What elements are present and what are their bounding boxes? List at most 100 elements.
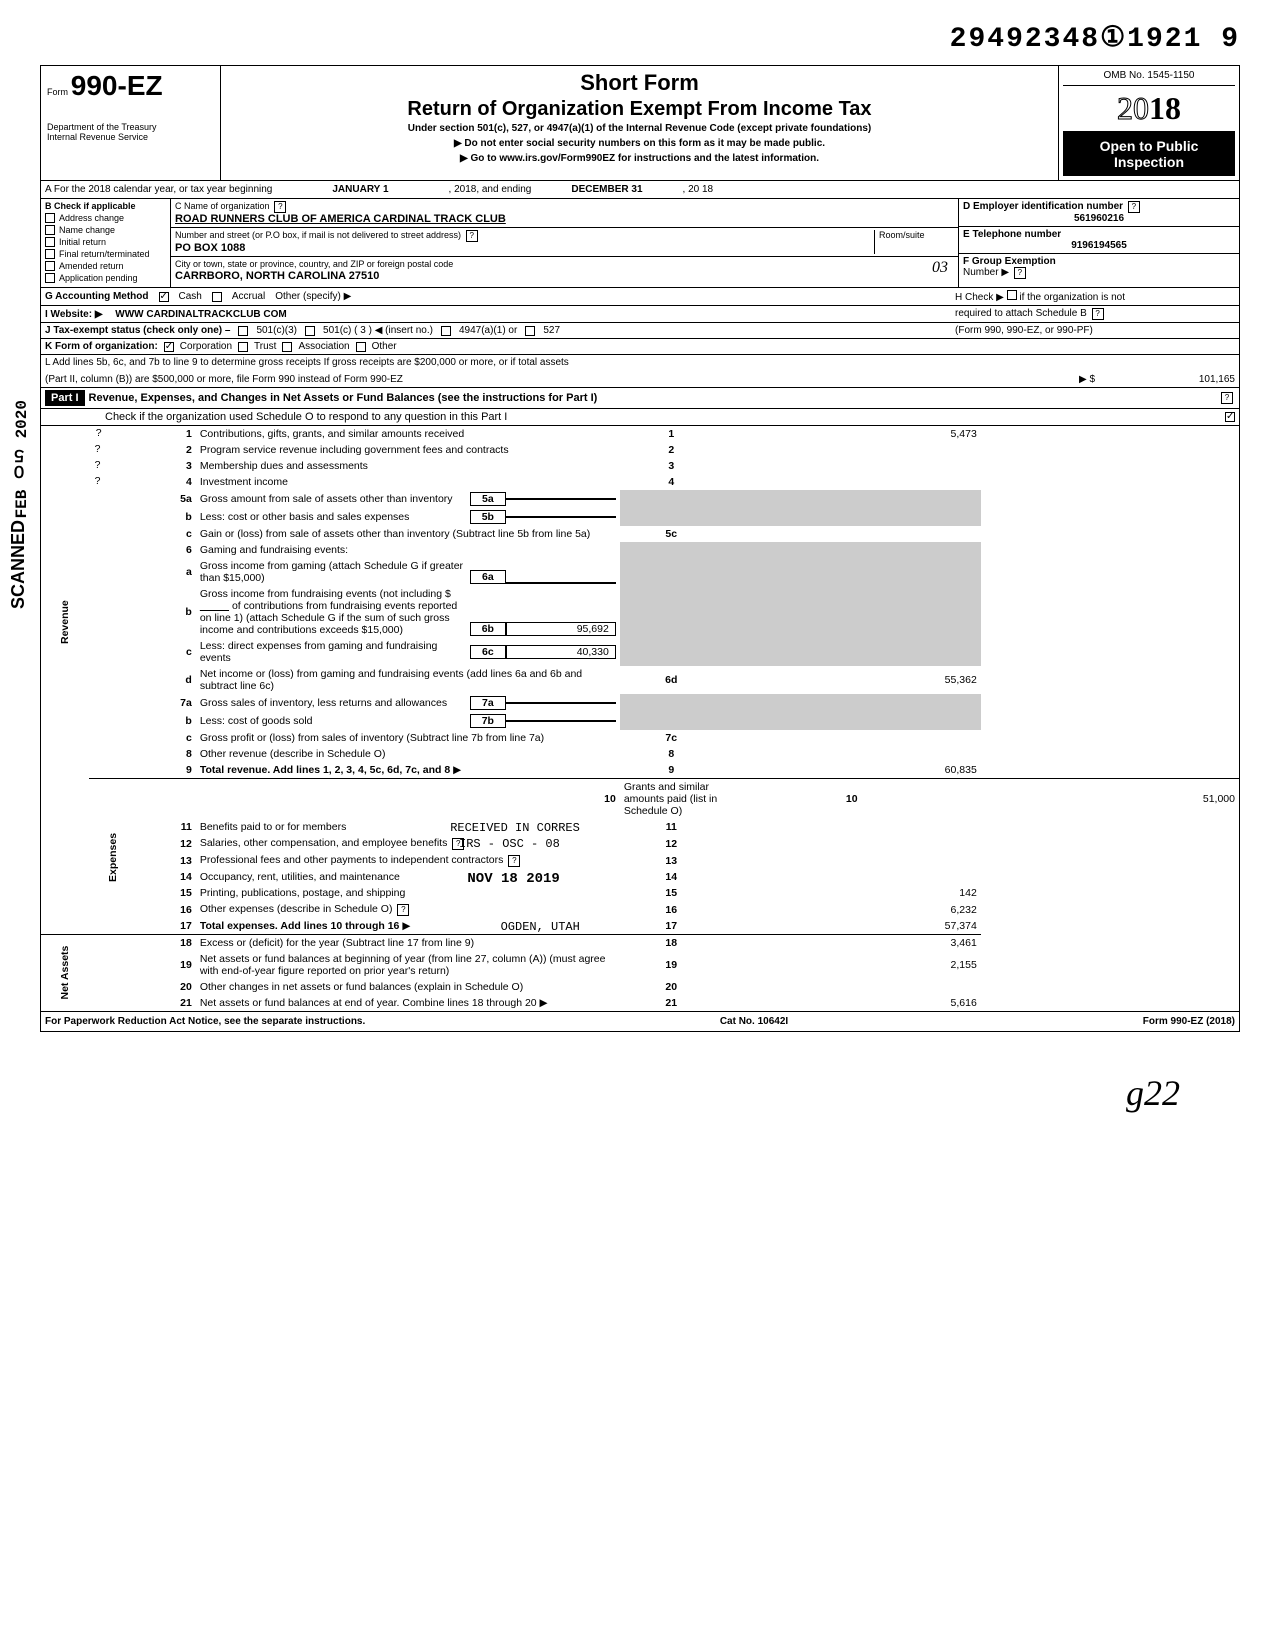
line-10-desc: Grants and similar amounts paid (list in… bbox=[624, 781, 717, 817]
h-text3: required to attach Schedule B bbox=[955, 308, 1087, 319]
help-icon: ? bbox=[91, 442, 103, 454]
line-7a-num: 7a bbox=[136, 694, 196, 712]
row-g: G Accounting Method Cash Accrual Other (… bbox=[41, 288, 1239, 306]
row-a-end: DECEMBER 31 bbox=[571, 184, 642, 195]
line-7a-sub: 7a bbox=[470, 696, 506, 710]
line-15-desc: Printing, publications, postage, and shi… bbox=[200, 887, 405, 899]
chk-cash[interactable] bbox=[159, 292, 169, 302]
phone-value: 9196194565 bbox=[963, 240, 1235, 251]
lbl-accrual: Accrual bbox=[232, 291, 265, 302]
line-2-num: 2 bbox=[136, 442, 196, 458]
form-prefix: Form bbox=[47, 87, 68, 97]
line-1-num: 1 bbox=[136, 426, 196, 442]
section-c: C Name of organization ? ROAD RUNNERS CL… bbox=[171, 199, 959, 287]
document-number: 29492348①1921 9 bbox=[40, 20, 1240, 55]
line-15-num: 15 bbox=[136, 885, 196, 901]
shaded-6 bbox=[620, 542, 723, 666]
section-b-header: B Check if applicable bbox=[45, 201, 166, 211]
help-icon: ? bbox=[91, 458, 103, 470]
line-13-desc: Professional fees and other payments to … bbox=[200, 854, 504, 866]
line-17-num: 17 bbox=[136, 918, 196, 935]
line-6c-subval: 40,330 bbox=[506, 645, 616, 659]
j-label: J Tax-exempt status (check only one) – bbox=[45, 325, 230, 336]
section-b: B Check if applicable Address change Nam… bbox=[41, 199, 171, 287]
line-5c-box: 5c bbox=[620, 526, 723, 542]
footer-row: For Paperwork Reduction Act Notice, see … bbox=[41, 1011, 1239, 1031]
line-6a-sub: 6a bbox=[470, 570, 506, 584]
line-6b-desc2: of contributions from fundraising events… bbox=[200, 600, 457, 636]
line-5b-sub: 5b bbox=[470, 510, 506, 524]
line-16-box: 16 bbox=[620, 901, 723, 918]
chk-assoc[interactable] bbox=[282, 342, 292, 352]
chk-accrual[interactable] bbox=[212, 292, 222, 302]
chk-corp[interactable] bbox=[164, 342, 174, 352]
chk-final-return[interactable] bbox=[45, 249, 55, 259]
line-9-desc: Total revenue. Add lines 1, 2, 3, 4, 5c,… bbox=[200, 764, 450, 776]
help-icon: ? bbox=[1128, 201, 1140, 213]
lbl-501c: 501(c) ( 3 ) ◀ (insert no.) bbox=[323, 325, 433, 336]
chk-trust[interactable] bbox=[238, 342, 248, 352]
row-a-mid: , 2018, and ending bbox=[449, 184, 532, 195]
line-1-box: 1 bbox=[620, 426, 723, 442]
line-4-box: 4 bbox=[620, 474, 723, 490]
lbl-final-return: Final return/terminated bbox=[59, 249, 150, 259]
help-icon: ? bbox=[397, 904, 409, 916]
part-1-check-row: Check if the organization used Schedule … bbox=[41, 409, 1239, 426]
line-5b-subval bbox=[506, 516, 616, 518]
line-12-desc: Salaries, other compensation, and employ… bbox=[200, 837, 447, 849]
c-city-label: City or town, state or province, country… bbox=[175, 259, 453, 269]
h-text1: H Check ▶ bbox=[955, 292, 1004, 303]
lbl-527: 527 bbox=[543, 325, 560, 336]
line-18-num: 18 bbox=[136, 935, 196, 952]
chk-527[interactable] bbox=[525, 326, 535, 336]
chk-name-change[interactable] bbox=[45, 225, 55, 235]
lbl-other-org: Other bbox=[372, 341, 397, 352]
chk-app-pending[interactable] bbox=[45, 273, 55, 283]
chk-h[interactable] bbox=[1007, 290, 1017, 300]
line-19-num: 19 bbox=[136, 951, 196, 979]
lbl-app-pending: Application pending bbox=[59, 273, 138, 283]
chk-amended[interactable] bbox=[45, 261, 55, 271]
chk-501c3[interactable] bbox=[238, 326, 248, 336]
line-5a-desc: Gross amount from sale of assets other t… bbox=[200, 493, 470, 505]
line-3-desc: Membership dues and assessments bbox=[200, 460, 368, 472]
row-a-prefix: A For the 2018 calendar year, or tax yea… bbox=[45, 184, 272, 195]
chk-schedule-o[interactable] bbox=[1225, 412, 1235, 422]
line-21-num: 21 bbox=[136, 995, 196, 1011]
line-7c-val bbox=[723, 730, 981, 746]
line-13-val bbox=[723, 852, 981, 869]
lbl-address-change: Address change bbox=[59, 213, 124, 223]
line-13-box: 13 bbox=[620, 852, 723, 869]
line-8-num: 8 bbox=[136, 746, 196, 762]
chk-initial-return[interactable] bbox=[45, 237, 55, 247]
chk-501c[interactable] bbox=[305, 326, 315, 336]
chk-address-change[interactable] bbox=[45, 213, 55, 223]
help-icon: ? bbox=[91, 474, 103, 486]
line-6c-desc: Less: direct expenses from gaming and fu… bbox=[200, 640, 470, 664]
line-10-box: 10 bbox=[723, 779, 981, 820]
line-6a-num: a bbox=[136, 558, 196, 586]
line-11-box: 11 bbox=[620, 819, 723, 835]
line-21-box: 21 bbox=[620, 995, 723, 1011]
line-8-box: 8 bbox=[620, 746, 723, 762]
line-19-desc: Net assets or fund balances at beginning… bbox=[200, 953, 606, 977]
help-icon: ? bbox=[91, 426, 107, 438]
side-revenue: Revenue bbox=[41, 426, 89, 819]
meta-rows: G Accounting Method Cash Accrual Other (… bbox=[41, 288, 1239, 388]
line-1-desc: Contributions, gifts, grants, and simila… bbox=[200, 428, 464, 440]
help-icon: ? bbox=[274, 201, 286, 213]
line-6d-box: 6d bbox=[620, 666, 723, 694]
i-label: I Website: ▶ bbox=[45, 309, 103, 320]
d-label: D Employer identification number bbox=[963, 201, 1123, 212]
return-title: Return of Organization Exempt From Incom… bbox=[229, 98, 1050, 121]
dept-treasury: Department of the Treasury bbox=[47, 122, 214, 132]
ein-value: 561960216 bbox=[963, 213, 1235, 224]
chk-other-org[interactable] bbox=[356, 342, 366, 352]
lbl-name-change: Name change bbox=[59, 225, 115, 235]
line-9-val: 60,835 bbox=[723, 762, 981, 779]
line-9-num: 9 bbox=[136, 762, 196, 779]
l-text2: (Part II, column (B)) are $500,000 or mo… bbox=[45, 374, 1079, 385]
line-7b-sub: 7b bbox=[470, 714, 506, 728]
line-14-desc: Occupancy, rent, utilities, and maintena… bbox=[200, 871, 400, 883]
chk-4947[interactable] bbox=[441, 326, 451, 336]
